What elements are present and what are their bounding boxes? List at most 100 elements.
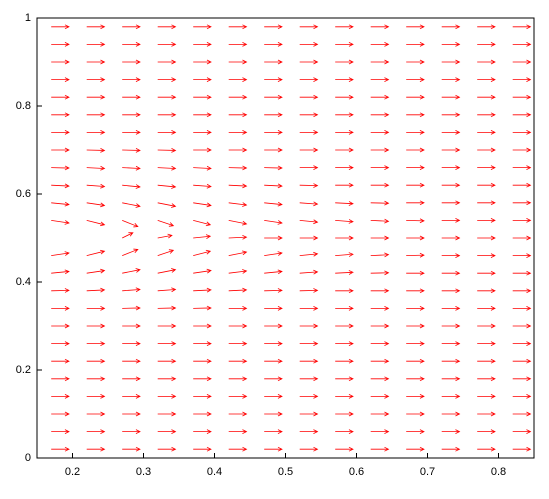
vector-arrow xyxy=(512,235,532,241)
vector-arrow xyxy=(157,42,177,47)
vector-arrow xyxy=(477,182,496,188)
vector-arrow xyxy=(512,130,532,135)
vector-arrow xyxy=(86,24,106,30)
vector-arrow xyxy=(157,323,177,329)
vector-arrow xyxy=(51,24,70,30)
vector-arrow xyxy=(335,182,354,188)
vector-arrow xyxy=(193,112,212,118)
vector-arrow xyxy=(406,218,425,224)
vector-arrow xyxy=(370,200,390,206)
vector-arrow xyxy=(86,112,106,118)
vector-arrow xyxy=(299,183,319,188)
x-tick-label: 0.4 xyxy=(207,466,222,478)
vector-arrow xyxy=(122,305,141,311)
vector-arrow xyxy=(264,59,283,65)
vector-arrow xyxy=(122,323,141,329)
vector-arrow xyxy=(335,288,354,294)
vector-arrow xyxy=(51,59,70,65)
vector-arrow xyxy=(335,376,354,382)
vector-arrow xyxy=(51,130,70,135)
vector-arrow xyxy=(477,42,496,47)
vector-arrow xyxy=(86,376,106,382)
vector-arrow xyxy=(335,323,354,329)
vector-arrow xyxy=(406,59,425,65)
vector-arrow xyxy=(264,269,283,275)
vector-arrow xyxy=(512,77,532,82)
vector-arrow xyxy=(406,323,425,329)
vector-arrow xyxy=(264,165,283,171)
vector-arrow xyxy=(406,235,425,241)
vector-arrow xyxy=(86,42,106,47)
vector-arrow xyxy=(157,376,177,382)
vector-arrow xyxy=(512,165,532,170)
vector-arrow xyxy=(157,77,177,82)
vector-arrow xyxy=(264,77,283,82)
vector-arrow xyxy=(228,323,248,329)
vector-arrow xyxy=(157,184,177,189)
vector-arrow xyxy=(51,201,70,207)
vector-arrow xyxy=(264,147,283,153)
vector-arrow xyxy=(86,446,106,452)
vector-arrow xyxy=(51,323,70,329)
vector-arrow xyxy=(299,130,319,135)
vector-arrow xyxy=(335,252,354,257)
vector-arrow xyxy=(477,394,496,399)
vector-arrow xyxy=(122,287,141,293)
vector-arrow xyxy=(51,77,70,82)
vector-arrow xyxy=(51,42,70,47)
vector-arrow xyxy=(157,147,177,153)
y-tick-label: 0 xyxy=(25,452,31,464)
vector-arrow xyxy=(122,341,141,346)
vector-arrow xyxy=(264,130,283,135)
vector-arrow xyxy=(441,376,461,382)
vector-arrow xyxy=(406,429,425,434)
vector-arrow xyxy=(228,165,248,171)
vector-arrow xyxy=(335,446,354,452)
vector-arrow xyxy=(335,394,354,399)
vector-arrow xyxy=(299,59,319,65)
vector-arrow xyxy=(157,446,177,452)
vector-arrow xyxy=(477,165,496,170)
vector-arrow xyxy=(193,130,212,135)
vector-arrow xyxy=(370,306,390,311)
vector-arrow xyxy=(477,341,496,346)
vector-arrow xyxy=(157,394,177,399)
vector-arrow xyxy=(335,411,354,417)
vector-arrow xyxy=(441,59,461,65)
vector-arrow xyxy=(406,94,425,100)
vector-arrow xyxy=(441,358,461,364)
vector-arrow xyxy=(51,112,70,118)
vector-arrow xyxy=(512,270,532,276)
vector-arrow xyxy=(193,77,212,82)
vector-arrow xyxy=(193,341,212,346)
vector-arrow xyxy=(228,376,248,382)
vector-arrow xyxy=(228,306,248,311)
vector-arrow xyxy=(193,220,212,227)
vector-arrow xyxy=(86,130,106,135)
vector-arrow xyxy=(122,358,141,364)
vector-arrow xyxy=(86,394,106,399)
vector-arrow xyxy=(228,234,248,240)
vector-arrow xyxy=(193,376,212,382)
vector-arrow xyxy=(370,288,390,294)
vector-arrow xyxy=(441,94,461,100)
vector-arrow xyxy=(512,42,532,47)
vector-arrow xyxy=(406,270,425,276)
vector-arrow xyxy=(122,77,141,82)
vector-arrow xyxy=(228,411,248,417)
vector-arrow xyxy=(406,200,425,206)
vector-arrow xyxy=(370,42,390,47)
vector-arrow xyxy=(299,165,319,170)
vector-arrow xyxy=(193,94,212,100)
vector-arrow xyxy=(228,112,248,118)
vector-arrow xyxy=(228,341,248,346)
vector-arrow xyxy=(477,130,496,135)
vector-arrow xyxy=(157,220,175,227)
vector-arrow xyxy=(299,24,319,30)
vector-arrow xyxy=(370,182,390,188)
vector-arrow xyxy=(512,147,532,153)
vector-arrow xyxy=(406,112,425,118)
vector-arrow xyxy=(228,147,248,153)
vector-arrow xyxy=(228,358,248,364)
vector-arrow xyxy=(86,287,106,293)
